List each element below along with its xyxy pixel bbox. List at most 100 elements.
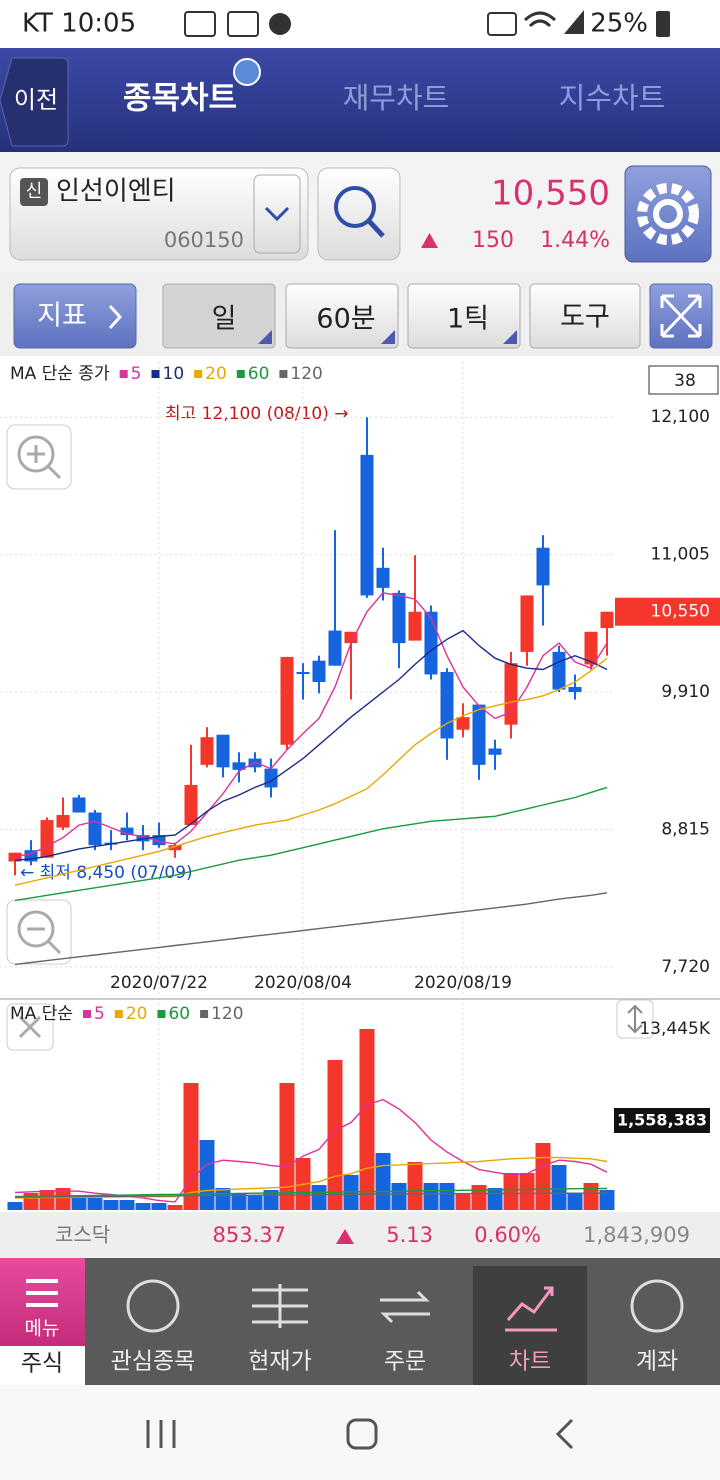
candle-body	[552, 651, 566, 690]
value-box	[614, 1108, 710, 1133]
candle-body	[568, 687, 582, 693]
legend-swatch	[82, 1010, 91, 1018]
zoom-out-button[interactable]	[6, 899, 72, 965]
candle-body	[8, 852, 22, 862]
gear-icon	[637, 183, 699, 245]
nav-label[interactable]: 주문	[384, 1349, 426, 1375]
stock-change-rate: 1.44%	[540, 228, 610, 253]
candle-body	[72, 797, 86, 813]
period-label[interactable]: 60분	[316, 304, 375, 335]
x-tick-label: 2020/07/22	[110, 973, 208, 993]
volume-bar	[327, 1060, 343, 1210]
home-button[interactable]	[346, 1418, 378, 1450]
settings-button[interactable]	[624, 165, 712, 263]
index-volume: 1,843,909	[583, 1223, 690, 1247]
tool-button[interactable]	[529, 283, 641, 349]
indicator-label[interactable]: 지표	[37, 301, 87, 332]
candle-body	[536, 547, 550, 586]
candle-body	[56, 815, 70, 828]
up-arrow	[336, 1229, 354, 1244]
dropdown-mark	[381, 330, 395, 344]
zoom-icon	[17, 910, 55, 948]
bottom-nav	[0, 1258, 720, 1385]
back-label[interactable]: 이전	[14, 86, 58, 114]
back-button[interactable]	[0, 57, 69, 147]
market-badge	[20, 178, 48, 206]
index-value: 853.37	[213, 1223, 286, 1247]
gear-icon	[653, 199, 683, 229]
stock-change: 150	[472, 228, 514, 253]
volume-bar	[215, 1188, 231, 1210]
candle-body	[184, 784, 198, 826]
index-change-rate: 0.60%	[474, 1223, 541, 1247]
period-label[interactable]: 일	[212, 304, 237, 335]
status-bar	[0, 0, 720, 48]
ma-line	[14, 592, 608, 858]
back-nav-button[interactable]	[555, 1418, 574, 1450]
nav-label[interactable]: 차트	[509, 1349, 551, 1375]
legend-label: 20	[205, 364, 227, 384]
nav-label[interactable]: 주식	[21, 1351, 63, 1377]
dropdown-button[interactable]	[253, 174, 301, 254]
index-bar	[0, 1212, 720, 1258]
index-name: 코스닥	[55, 1223, 110, 1247]
ma-line	[14, 892, 608, 966]
candle-body	[584, 631, 598, 665]
volume-bar	[151, 1202, 167, 1210]
indicator-button[interactable]	[13, 283, 137, 349]
volume-bar	[103, 1199, 119, 1210]
candle-body	[24, 850, 38, 862]
candle-body	[488, 748, 502, 755]
candle-body	[376, 567, 390, 588]
volume-bar	[7, 1202, 23, 1210]
candle-body	[312, 660, 326, 683]
tab[interactable]: 재무차트	[343, 81, 450, 115]
up-arrow	[421, 233, 438, 248]
menu-button[interactable]	[0, 1258, 85, 1346]
candle-body	[344, 631, 358, 644]
candle-body	[424, 611, 438, 675]
stock-selector[interactable]	[9, 167, 309, 261]
nav-label[interactable]: 현재가	[248, 1349, 311, 1375]
count-box	[648, 365, 719, 395]
chevron	[108, 304, 123, 330]
nav-icon	[126, 1279, 180, 1333]
tab[interactable]: 지수차트	[559, 81, 666, 115]
volume-bar	[599, 1189, 615, 1210]
volume-bar	[407, 1161, 423, 1210]
candle-body	[392, 592, 406, 644]
stock-code: 060150	[164, 228, 244, 252]
tick-button[interactable]	[407, 283, 521, 349]
zoom-in-button[interactable]	[6, 424, 72, 490]
tool-label[interactable]: 도구	[560, 302, 610, 333]
nav-tab-active-bg	[0, 1346, 85, 1385]
legend-label: 5	[94, 1004, 105, 1024]
nav-label[interactable]: 관심종목	[111, 1349, 196, 1375]
tab-badge	[233, 58, 261, 86]
y-tick-label: 13,445K	[639, 1019, 710, 1039]
candle-body	[440, 671, 454, 739]
legend-swatch	[194, 370, 203, 378]
market-badge-label: 신	[26, 181, 43, 202]
ma-line	[14, 1187, 608, 1198]
tab-active[interactable]: 종목차트	[123, 81, 237, 117]
legend-label: 5	[131, 364, 142, 384]
tick-label[interactable]: 1틱	[447, 304, 489, 335]
menu-label[interactable]: 메뉴	[25, 1318, 60, 1340]
period-button-active[interactable]	[162, 283, 276, 349]
search-button[interactable]	[317, 167, 401, 261]
index-change: 5.13	[386, 1223, 433, 1247]
nav-label[interactable]: 계좌	[636, 1349, 678, 1375]
legend-swatch	[157, 1010, 166, 1018]
volume-bar	[167, 1205, 183, 1210]
period-button[interactable]	[285, 283, 399, 349]
signal-icon	[564, 10, 584, 34]
recent-button[interactable]	[146, 1420, 176, 1448]
candle-body	[520, 595, 534, 652]
nav-icon	[252, 1284, 308, 1328]
legend-swatch	[279, 370, 288, 378]
volume-bar	[119, 1199, 135, 1210]
volume-bar	[551, 1164, 567, 1210]
low-annotation: ← 최저 8,450 (07/09)	[20, 863, 193, 883]
legend-label: 20	[126, 1004, 148, 1024]
